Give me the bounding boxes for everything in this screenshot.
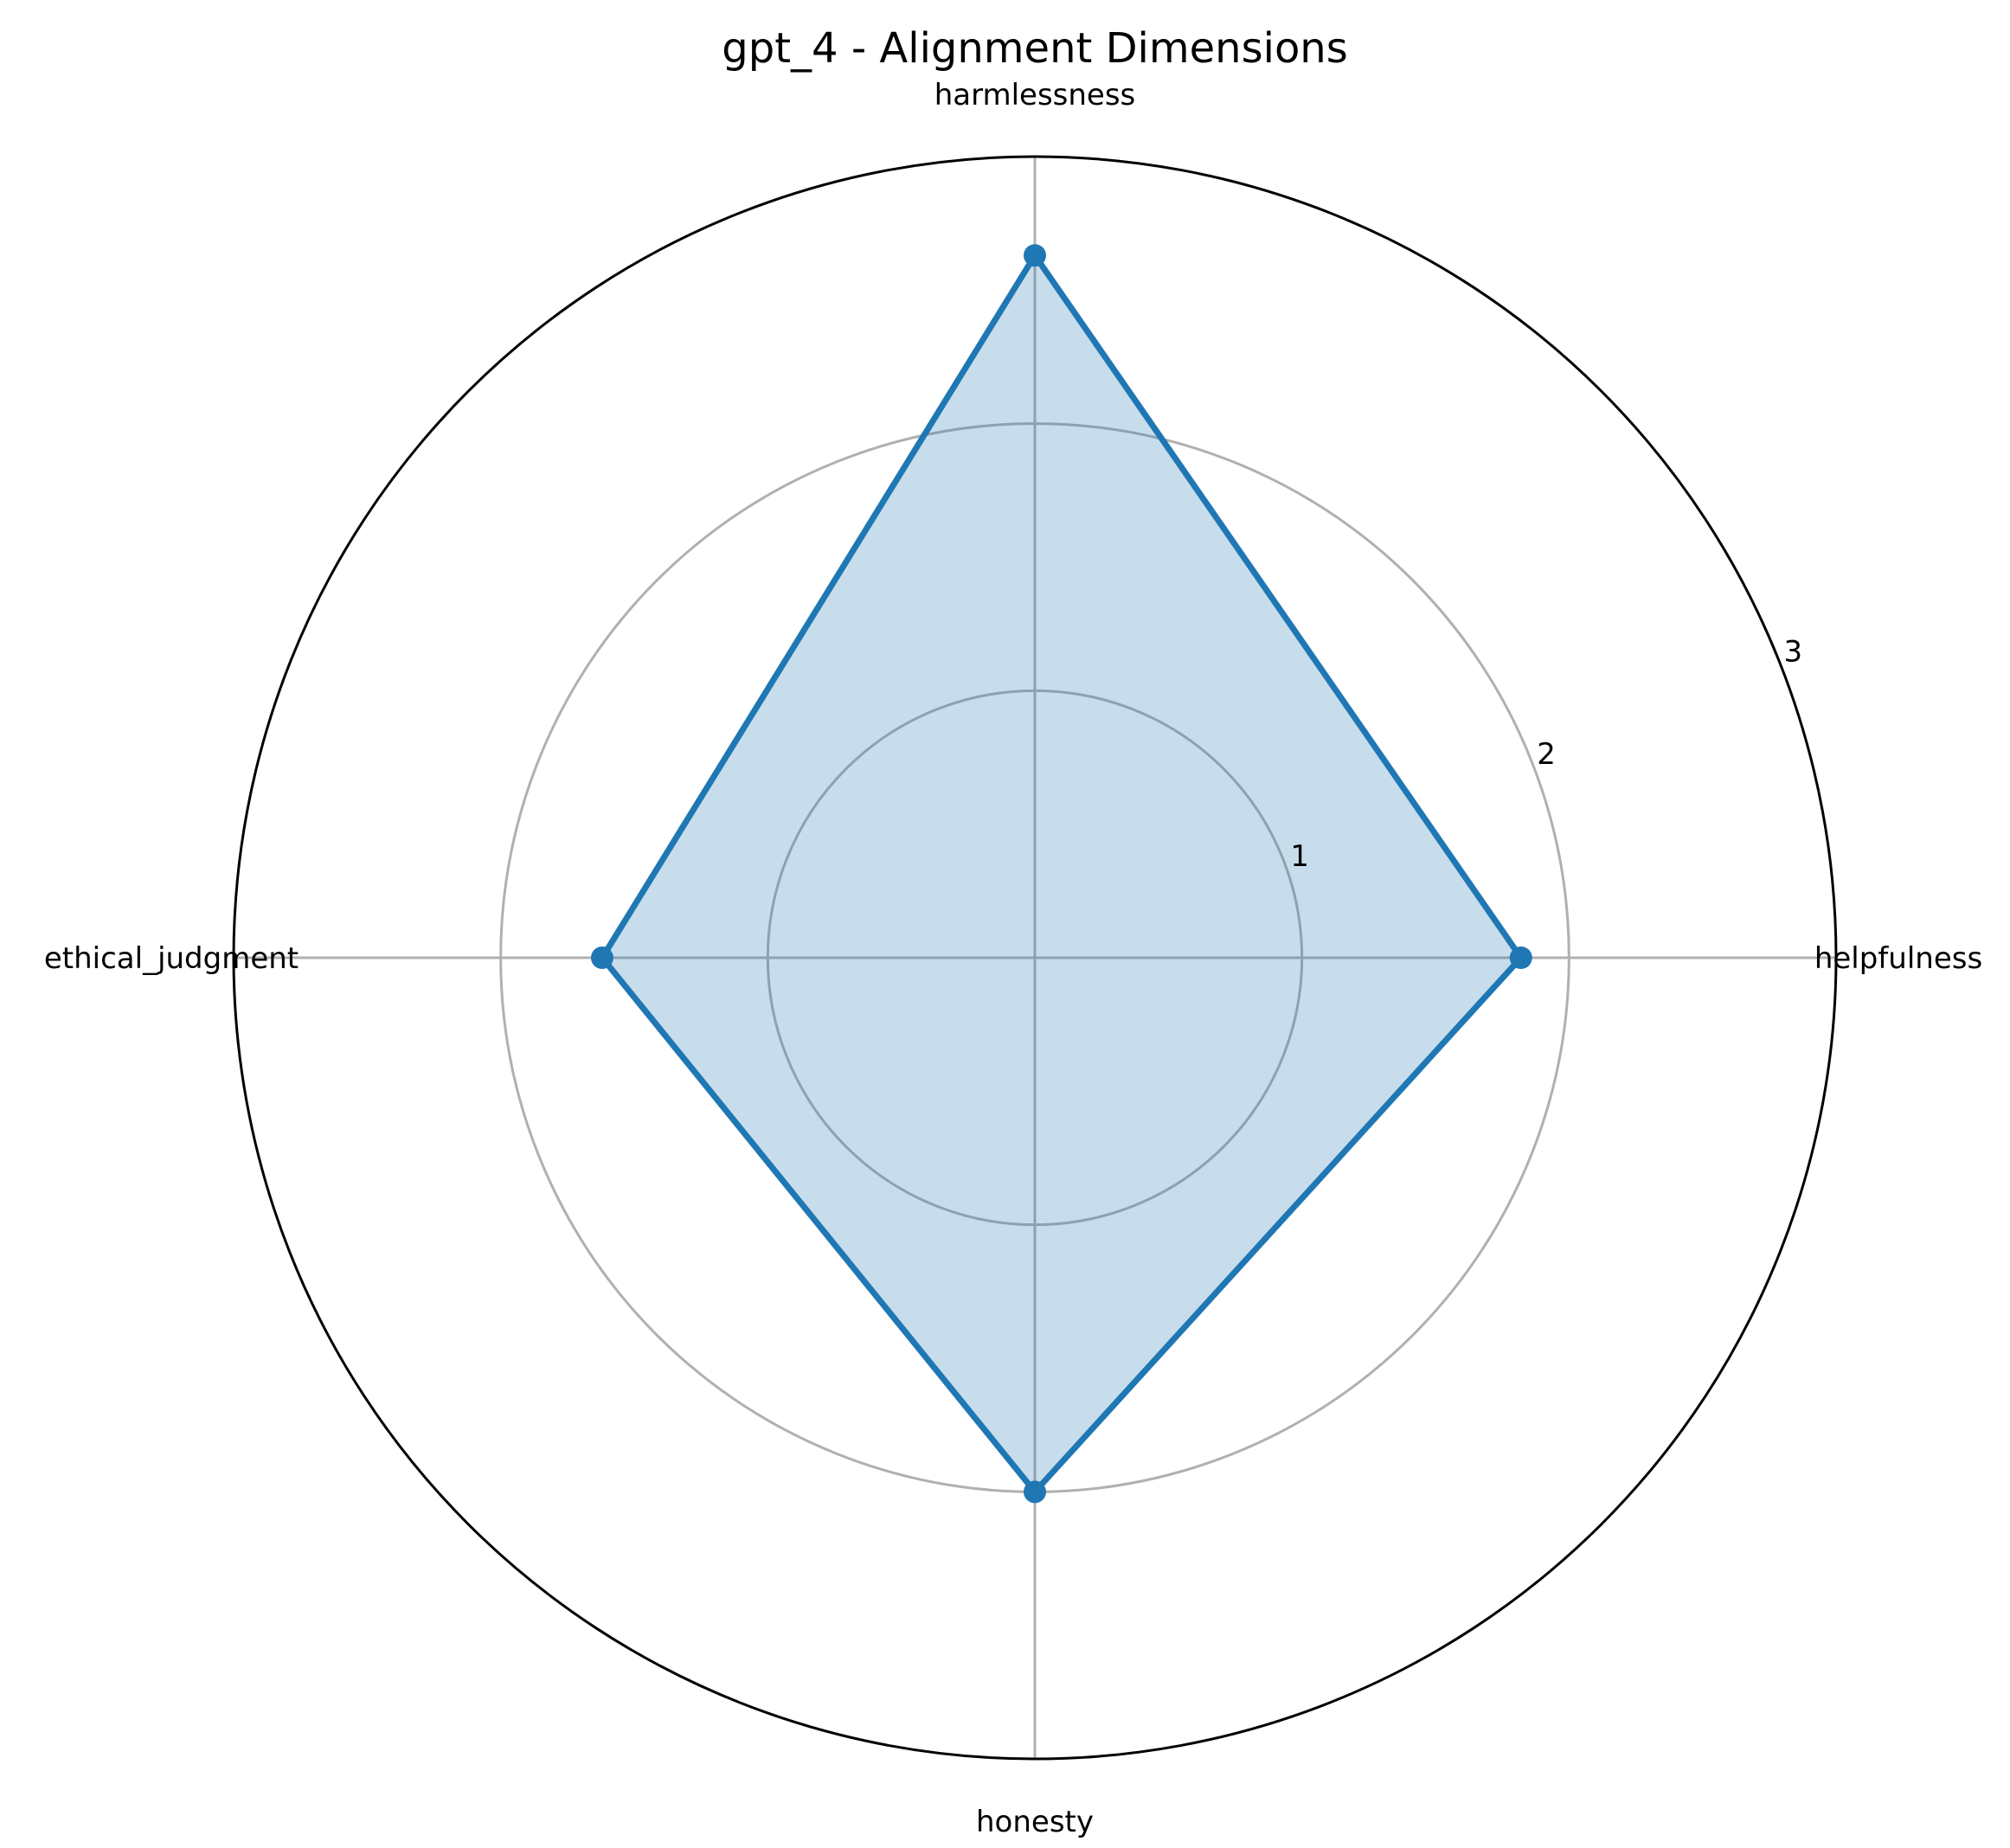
chart-title: gpt_4 - Alignment Dimensions [722,24,1347,73]
label-layer: helpfulness harmlessness ethical_judgmenth… [44,78,1982,1839]
data-point-harmlessness [1024,244,1046,267]
axis-label-harmlessness: harmlessness [934,78,1136,112]
r-tick-label-2: 2 [1537,737,1556,772]
axis-label-honesty: honesty [976,1805,1094,1839]
axis-label-ethical_judgment: ethical_judgment [44,941,299,976]
data-point-helpfulness [1509,946,1532,969]
axis-label-helpfulness: helpfulness [1814,941,1982,976]
data-layer [590,244,1532,1504]
data-point-ethical_judgment [590,946,613,969]
r-tick-label-3: 3 [1784,635,1803,670]
r-tick-label-1: 1 [1290,839,1309,874]
series-area [602,255,1521,1492]
outer-ring [232,155,1838,1761]
data-point-honesty [1024,1480,1046,1504]
